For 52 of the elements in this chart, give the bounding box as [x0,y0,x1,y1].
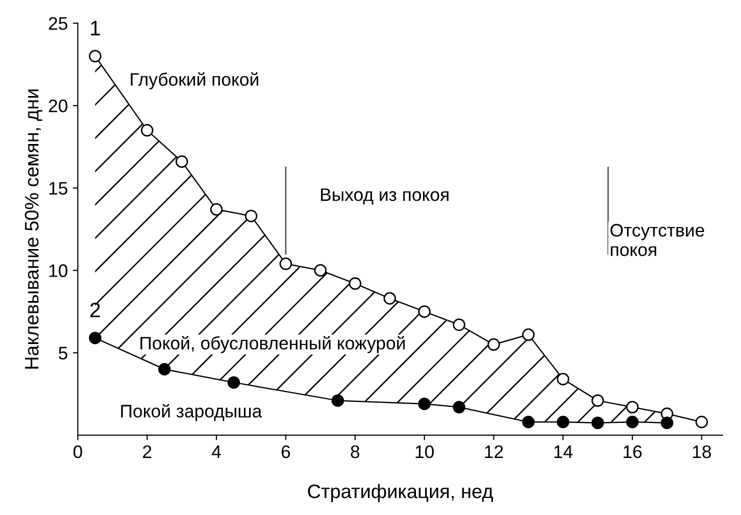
x-tick-label: 16 [624,445,642,458]
y-tick-label: 25 [48,17,68,30]
series-label: 1 [90,21,100,36]
point [556,372,570,386]
point [522,416,535,428]
x-tick-label: 2 [143,445,152,458]
annotation: Выход из покоя [321,188,448,204]
series-label: 2 [90,302,100,318]
y-axis-title: Наклевывание 50% семян, дни [24,90,42,369]
point [452,318,466,332]
annotation: Глубокий покой [130,72,258,90]
x-tick-label: 14 [554,446,573,458]
x-tick-label: 10 [416,445,434,458]
point [695,416,708,428]
point [280,258,292,270]
x-axis-title: Стратификация, нед [308,484,493,502]
point [660,416,674,430]
annotation: Отсутствие покоя [610,224,704,256]
point [452,400,466,414]
x-tick-label: 18 [693,445,711,458]
y-tick-label: 10 [49,264,68,278]
point [88,50,102,62]
annotation: Покой, обусловленный кожурой [140,336,405,354]
point [418,398,431,410]
point [383,292,396,305]
x-tick-label: 8 [350,445,360,458]
point [210,203,223,216]
x-tick-label: 6 [282,445,290,458]
point [176,155,188,168]
point [626,400,639,414]
point [228,376,240,389]
x-tick-label: 0 [73,445,82,458]
point [158,363,171,376]
point [591,394,604,407]
y-tick-label: 15 [49,182,68,195]
annotation: Покой зародыша [121,404,262,422]
y-tick-label: 20 [48,100,68,112]
point [348,277,362,290]
x-tick-label: 4 [212,446,221,458]
point [314,264,327,277]
y-tick-label: 5 [58,346,68,360]
point [522,328,535,341]
point [332,394,344,407]
x-tick-label: 12 [485,445,503,458]
point [88,332,102,344]
point [418,305,431,318]
point [487,338,500,351]
point [556,416,570,428]
point [140,124,154,137]
point [244,210,258,222]
point [626,416,639,428]
point [591,416,604,430]
